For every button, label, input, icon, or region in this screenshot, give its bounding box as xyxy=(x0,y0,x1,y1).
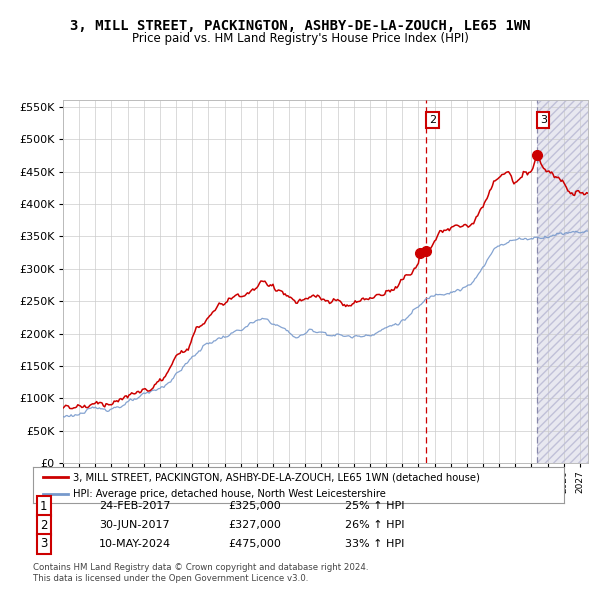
Text: 2: 2 xyxy=(429,114,436,124)
Text: HPI: Average price, detached house, North West Leicestershire: HPI: Average price, detached house, Nort… xyxy=(73,489,386,499)
Text: Price paid vs. HM Land Registry's House Price Index (HPI): Price paid vs. HM Land Registry's House … xyxy=(131,32,469,45)
Text: £475,000: £475,000 xyxy=(228,539,281,549)
Text: This data is licensed under the Open Government Licence v3.0.: This data is licensed under the Open Gov… xyxy=(33,574,308,583)
Text: 2: 2 xyxy=(40,519,47,532)
Text: 3: 3 xyxy=(40,537,47,550)
Text: 1: 1 xyxy=(40,500,47,513)
Text: £327,000: £327,000 xyxy=(228,520,281,530)
Text: 33% ↑ HPI: 33% ↑ HPI xyxy=(345,539,404,549)
Text: 30-JUN-2017: 30-JUN-2017 xyxy=(99,520,170,530)
Text: 10-MAY-2024: 10-MAY-2024 xyxy=(99,539,171,549)
Text: Contains HM Land Registry data © Crown copyright and database right 2024.: Contains HM Land Registry data © Crown c… xyxy=(33,563,368,572)
Text: 3: 3 xyxy=(539,114,547,124)
Text: 24-FEB-2017: 24-FEB-2017 xyxy=(99,502,170,511)
Text: 25% ↑ HPI: 25% ↑ HPI xyxy=(345,502,404,511)
Text: £325,000: £325,000 xyxy=(228,502,281,511)
Text: 3, MILL STREET, PACKINGTON, ASHBY-DE-LA-ZOUCH, LE65 1WN (detached house): 3, MILL STREET, PACKINGTON, ASHBY-DE-LA-… xyxy=(73,472,480,482)
Text: 26% ↑ HPI: 26% ↑ HPI xyxy=(345,520,404,530)
Text: 3, MILL STREET, PACKINGTON, ASHBY-DE-LA-ZOUCH, LE65 1WN: 3, MILL STREET, PACKINGTON, ASHBY-DE-LA-… xyxy=(70,19,530,33)
